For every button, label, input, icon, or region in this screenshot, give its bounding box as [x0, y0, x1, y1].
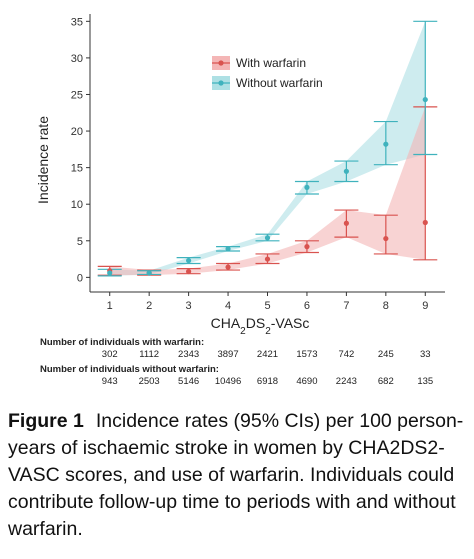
data-point [225, 264, 231, 270]
y-tick-label: 15 [71, 163, 83, 175]
data-point [186, 268, 192, 275]
y-tick-label: 35 [71, 16, 83, 28]
y-axis-title: Incidence rate [35, 116, 51, 204]
data-point [304, 244, 310, 250]
with-warfarin-count: 33 [419, 349, 431, 360]
without-warfarin-count-row: 943 2503 5146 10496 6918 4690 2243 682 135 [40, 376, 460, 390]
data-point [422, 96, 428, 103]
with-warfarin-count: 1573 [296, 349, 318, 360]
without-warfarin-count: 2503 [138, 376, 160, 387]
legend: With warfarin Without warfarin [208, 51, 326, 97]
x-tick-label: 1 [107, 300, 113, 312]
without-warfarin-count: 135 [417, 376, 434, 387]
without-warfarin-count: 2243 [335, 376, 357, 387]
data-point [186, 257, 192, 264]
incidence-rate-chart: 0 5 10 15 20 25 30 35 1 2 3 4 5 6 7 8 9 Incidence rate C… [35, 14, 445, 336]
axes: 0 5 10 15 20 25 30 35 1 2 3 4 5 6 7 8 9 [71, 14, 445, 312]
x-tick-label: 5 [264, 300, 270, 312]
data-point [343, 168, 349, 174]
data-point [383, 235, 389, 242]
x-tick-label: 8 [383, 300, 389, 312]
y-tick-label: 20 [71, 126, 83, 138]
x-tick-label: 2 [146, 300, 152, 312]
data-point [146, 270, 152, 276]
with-warfarin-count: 302 [101, 349, 118, 360]
with-warfarin-count-label: Number of individuals with warfarin: [40, 337, 205, 348]
without-warfarin-count: 682 [377, 376, 394, 387]
data-point [343, 220, 349, 226]
y-tick-label: 0 [77, 272, 83, 284]
without-warfarin-count: 6918 [256, 376, 279, 387]
with-warfarin-count: 245 [377, 349, 394, 360]
x-tick-label: 3 [186, 300, 192, 312]
without-warfarin-count: 4690 [296, 376, 318, 387]
caption-text: Incidence rates (95% CIs) per 100 person… [8, 410, 464, 540]
with-warfarin-count-row: 302 1112 2343 3897 2421 1573 742 245 33 [40, 349, 460, 363]
figure-caption: Figure 1 Incidence rates (95% CIs) per 10… [8, 408, 470, 543]
data-point [264, 256, 271, 262]
data-points [107, 96, 428, 276]
with-warfarin-count: 2343 [178, 349, 200, 360]
legend-marker [218, 60, 224, 66]
legend-marker [218, 80, 224, 86]
legend-label: With warfarin [236, 56, 306, 70]
legend-label: Without warfarin [236, 76, 323, 90]
without-warfarin-count-label: Number of individuals without warfarin: [40, 364, 219, 375]
data-point [225, 246, 231, 252]
y-tick-label: 10 [71, 199, 83, 211]
counts-table: Number of individuals with warfarin: 302… [40, 336, 460, 390]
x-tick-label: 9 [422, 300, 428, 312]
with-warfarin-count: 1112 [139, 349, 160, 360]
x-tick-label: 4 [225, 300, 231, 312]
x-axis-title: CHA2DS2-VASc [211, 315, 310, 336]
data-point [304, 184, 310, 190]
y-tick-label: 25 [71, 89, 83, 101]
with-warfarin-count: 2421 [256, 349, 279, 360]
without-warfarin-count: 5146 [178, 376, 200, 387]
data-point [383, 141, 389, 147]
y-tick-label: 30 [71, 53, 83, 65]
data-point [422, 219, 428, 226]
without-warfarin-count: 10496 [214, 376, 242, 387]
error-bars [97, 20, 438, 277]
caption-label: Figure 1 [8, 410, 84, 432]
data-point [264, 235, 271, 241]
x-tick-label: 7 [343, 300, 349, 312]
ci-band [109, 21, 426, 276]
y-tick-label: 5 [77, 236, 83, 248]
with-warfarin-count: 742 [338, 349, 355, 360]
x-tick-label: 6 [304, 300, 310, 312]
with-warfarin-count: 3897 [217, 349, 239, 360]
without-warfarin-count: 943 [101, 376, 118, 387]
data-point [107, 270, 113, 276]
